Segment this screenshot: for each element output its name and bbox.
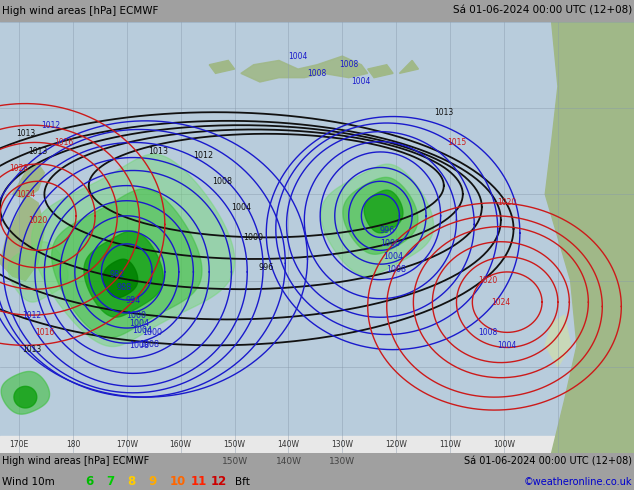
Text: 982: 982 [110,270,125,279]
Text: 100W: 100W [493,440,515,449]
Text: Sá 01-06-2024 00:00 UTC (12+08): Sá 01-06-2024 00:00 UTC (12+08) [464,456,632,466]
Text: ©weatheronline.co.uk: ©weatheronline.co.uk [524,477,632,487]
Text: 1020: 1020 [479,276,498,285]
Bar [0,436,634,453]
Polygon shape [103,259,138,297]
Text: 1012: 1012 [41,121,60,130]
Polygon shape [545,315,571,367]
Text: 1012: 1012 [193,151,213,160]
Text: 1013: 1013 [29,147,48,155]
Text: 1000: 1000 [243,233,264,242]
Text: 140W: 140W [275,457,302,466]
Text: High wind areas [hPa] ECMWF: High wind areas [hPa] ECMWF [2,6,158,16]
Text: 1008: 1008 [139,340,159,349]
Text: Wind 10m: Wind 10m [2,477,55,487]
Text: 160W: 160W [170,440,191,449]
Text: 1012: 1012 [22,311,41,319]
Text: 1008: 1008 [386,265,406,274]
Text: 150W: 150W [221,457,248,466]
Text: 1008: 1008 [129,341,150,350]
Text: 1020: 1020 [498,198,517,207]
Text: 9: 9 [148,475,157,489]
Text: 1000: 1000 [380,240,400,248]
Text: 1024: 1024 [16,190,35,199]
Text: 988: 988 [116,283,131,292]
Text: 6: 6 [86,475,94,489]
Text: 120W: 120W [385,440,407,449]
Text: 1008: 1008 [307,69,327,78]
Text: 1013: 1013 [22,345,41,354]
Polygon shape [13,164,44,198]
Text: 1028: 1028 [10,164,29,173]
Text: 1015: 1015 [447,138,466,147]
Text: 11: 11 [190,475,207,489]
Polygon shape [84,231,164,317]
Text: 1004: 1004 [383,252,403,261]
Text: Bft: Bft [235,477,250,487]
Text: 150W: 150W [224,440,245,449]
Text: 1024: 1024 [491,297,510,307]
Polygon shape [241,56,368,82]
Text: 140W: 140W [278,440,299,449]
Text: 180: 180 [66,440,80,449]
Text: 1016: 1016 [54,138,73,147]
Text: 8: 8 [127,475,136,489]
Text: 1000: 1000 [126,311,146,319]
Polygon shape [0,194,44,281]
Polygon shape [1,371,49,414]
Polygon shape [364,190,403,233]
Text: 1000: 1000 [142,328,162,337]
Text: 1013: 1013 [148,147,169,155]
Text: 1013: 1013 [16,129,35,138]
Text: 996: 996 [379,226,394,235]
Polygon shape [343,177,418,254]
Text: 1004: 1004 [498,341,517,350]
Text: 130W: 130W [332,440,353,449]
Text: High wind areas [hPa] ECMWF: High wind areas [hPa] ECMWF [2,456,149,466]
Polygon shape [8,242,68,302]
Text: 1004: 1004 [133,326,153,335]
Text: 130W: 130W [329,457,356,466]
Polygon shape [399,60,418,74]
Text: Sá 01-06-2024 00:00 UTC (12+08): Sá 01-06-2024 00:00 UTC (12+08) [453,6,632,16]
Text: 170W: 170W [116,440,138,449]
Text: 1008: 1008 [339,60,358,69]
Text: 7: 7 [107,475,115,489]
Polygon shape [368,65,393,78]
Polygon shape [52,189,202,338]
Text: 12: 12 [211,475,228,489]
Text: 1004: 1004 [288,51,307,61]
Text: 110W: 110W [439,440,461,449]
Text: 170E: 170E [10,440,29,449]
Text: 1004: 1004 [231,203,251,212]
Polygon shape [545,22,634,453]
Text: 1008: 1008 [212,177,232,186]
Text: 996: 996 [259,263,274,272]
Polygon shape [209,60,235,74]
Polygon shape [32,154,235,346]
Polygon shape [14,386,37,408]
Text: 1016: 1016 [35,328,54,337]
Text: 1013: 1013 [434,108,453,117]
Text: 1020: 1020 [29,216,48,224]
Text: 10: 10 [169,475,186,489]
Text: 994: 994 [126,295,141,304]
Text: 1004: 1004 [129,319,150,328]
Polygon shape [321,164,434,276]
Text: 1004: 1004 [352,77,371,87]
Text: 1008: 1008 [479,328,498,337]
